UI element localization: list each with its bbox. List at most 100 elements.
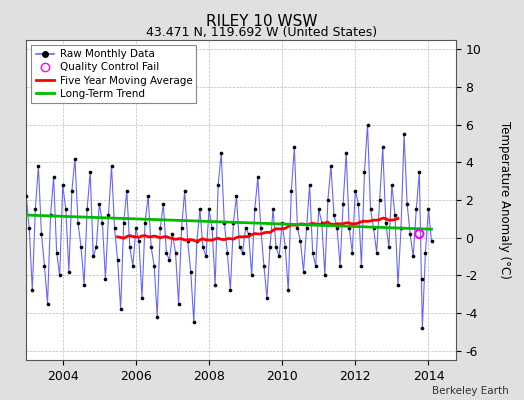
Point — [290, 144, 299, 150]
Point — [187, 268, 195, 275]
Point — [369, 225, 378, 232]
Point — [150, 263, 158, 269]
Point — [165, 257, 173, 264]
Point — [80, 282, 88, 288]
Point — [311, 263, 320, 269]
Point — [111, 225, 119, 232]
Point — [406, 231, 414, 237]
Point — [171, 250, 180, 256]
Point — [49, 174, 58, 181]
Point — [141, 219, 149, 226]
Point — [263, 295, 271, 301]
Point — [98, 219, 106, 226]
Point — [281, 244, 289, 250]
Point — [153, 314, 161, 320]
Point — [52, 250, 61, 256]
Point — [190, 319, 198, 326]
Point — [113, 257, 122, 264]
Point — [418, 325, 427, 331]
Point — [220, 219, 228, 226]
Point — [415, 231, 423, 237]
Point — [397, 225, 405, 232]
Text: 43.471 N, 119.692 W (United States): 43.471 N, 119.692 W (United States) — [146, 26, 378, 39]
Point — [257, 225, 265, 232]
Point — [116, 306, 125, 312]
Point — [71, 155, 79, 162]
Point — [119, 219, 128, 226]
Point — [68, 187, 76, 194]
Point — [74, 219, 82, 226]
Point — [278, 219, 287, 226]
Point — [229, 219, 237, 226]
Point — [223, 250, 232, 256]
Point — [345, 225, 353, 232]
Point — [269, 206, 277, 213]
Point — [330, 212, 338, 218]
Point — [302, 225, 311, 232]
Point — [174, 300, 183, 307]
Point — [381, 219, 390, 226]
Point — [339, 200, 347, 207]
Point — [238, 250, 247, 256]
Point — [287, 187, 296, 194]
Point — [135, 238, 143, 245]
Point — [333, 225, 341, 232]
Point — [126, 244, 134, 250]
Point — [266, 244, 274, 250]
Point — [138, 295, 146, 301]
Point — [351, 187, 359, 194]
Point — [89, 253, 97, 260]
Point — [214, 182, 222, 188]
Point — [64, 268, 73, 275]
Point — [284, 287, 292, 294]
Y-axis label: Temperature Anomaly (°C): Temperature Anomaly (°C) — [498, 121, 511, 279]
Point — [147, 244, 155, 250]
Point — [83, 206, 91, 213]
Point — [250, 206, 259, 213]
Point — [373, 250, 381, 256]
Point — [299, 268, 308, 275]
Point — [31, 206, 39, 213]
Point — [275, 253, 283, 260]
Point — [208, 225, 216, 232]
Point — [366, 206, 375, 213]
Point — [305, 182, 314, 188]
Point — [309, 250, 317, 256]
Point — [378, 144, 387, 150]
Point — [104, 212, 113, 218]
Point — [56, 272, 64, 278]
Point — [180, 187, 189, 194]
Point — [391, 212, 399, 218]
Point — [202, 253, 210, 260]
Point — [217, 150, 225, 156]
Text: RILEY 10 WSW: RILEY 10 WSW — [206, 14, 318, 29]
Legend: Raw Monthly Data, Quality Control Fail, Five Year Moving Average, Long-Term Tren: Raw Monthly Data, Quality Control Fail, … — [31, 45, 196, 103]
Point — [336, 263, 344, 269]
Point — [159, 200, 168, 207]
Point — [314, 206, 323, 213]
Point — [296, 238, 304, 245]
Point — [427, 238, 435, 245]
Point — [22, 193, 30, 200]
Point — [363, 122, 372, 128]
Point — [183, 238, 192, 245]
Point — [226, 287, 235, 294]
Point — [293, 225, 302, 232]
Point — [168, 231, 177, 237]
Point — [195, 206, 204, 213]
Point — [77, 244, 85, 250]
Text: Berkeley Earth: Berkeley Earth — [432, 386, 508, 396]
Point — [321, 272, 329, 278]
Point — [394, 282, 402, 288]
Point — [245, 231, 253, 237]
Point — [43, 300, 52, 307]
Point — [123, 187, 131, 194]
Point — [242, 225, 250, 232]
Point — [318, 219, 326, 226]
Point — [34, 163, 42, 169]
Point — [193, 238, 201, 245]
Point — [132, 225, 140, 232]
Point — [424, 206, 433, 213]
Point — [40, 263, 49, 269]
Point — [129, 263, 137, 269]
